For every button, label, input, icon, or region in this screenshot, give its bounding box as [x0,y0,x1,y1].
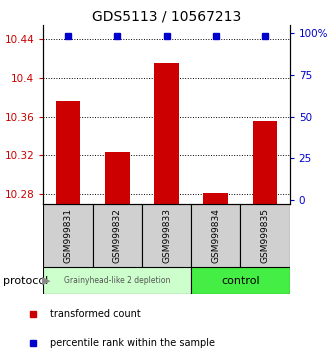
Bar [240,204,290,267]
Bar [43,204,93,267]
Bar [142,204,191,267]
Bar [105,152,130,204]
Text: GSM999835: GSM999835 [260,208,270,263]
Text: protocol: protocol [3,275,49,286]
Text: GSM999831: GSM999831 [63,208,73,263]
Text: GSM999832: GSM999832 [113,208,122,263]
Bar [191,204,240,267]
Text: transformed count: transformed count [50,309,141,319]
Text: Grainyhead-like 2 depletion: Grainyhead-like 2 depletion [64,276,170,285]
Bar [191,267,290,294]
Text: percentile rank within the sample: percentile rank within the sample [50,338,215,348]
Text: control: control [221,275,260,286]
Bar [154,63,179,204]
Text: ▶: ▶ [42,275,50,286]
Text: GSM999834: GSM999834 [211,208,220,263]
Bar [203,193,228,204]
Bar [253,121,277,204]
Bar [43,267,191,294]
Bar [56,101,80,204]
Bar [93,204,142,267]
Title: GDS5113 / 10567213: GDS5113 / 10567213 [92,10,241,24]
Text: GSM999833: GSM999833 [162,208,171,263]
